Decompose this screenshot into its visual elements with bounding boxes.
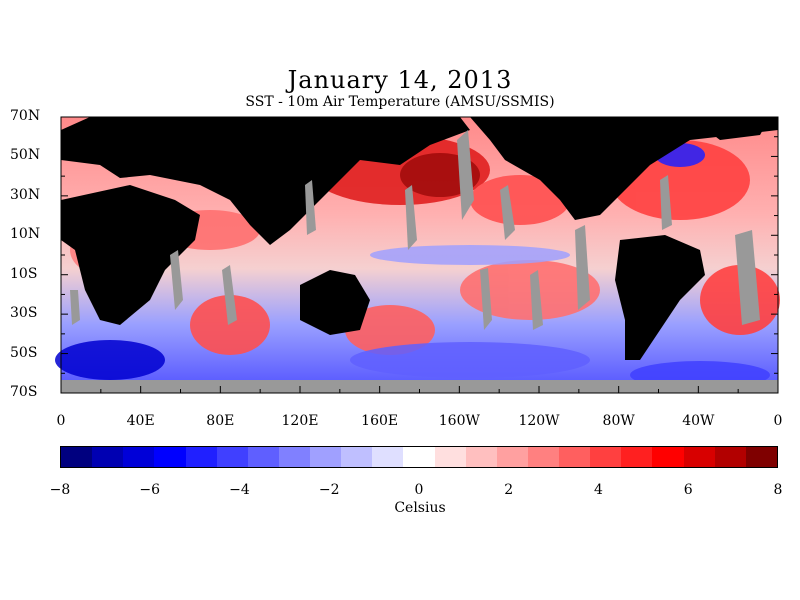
- colorbar-swatch: [465, 447, 497, 467]
- longitude-label: 80E: [206, 413, 235, 429]
- colorbar-swatch: [403, 447, 435, 467]
- colorbar-swatch: [154, 447, 186, 467]
- colorbar-tick-label: −2: [318, 482, 340, 498]
- colorbar-tick-label: 8: [773, 482, 783, 498]
- latitude-label: 70S: [10, 384, 38, 400]
- eurasia: [61, 117, 470, 245]
- latitude-label: 30S: [10, 305, 38, 322]
- colorbar-tick-label: −4: [229, 482, 250, 498]
- latitude-label: 70N: [10, 108, 41, 124]
- no-data-swaths: [61, 130, 778, 393]
- latitude-label: 50S: [10, 344, 38, 361]
- greenland: [690, 117, 770, 140]
- map-title: January 14, 2013: [287, 66, 513, 94]
- longitude-label: 160E: [361, 413, 399, 429]
- longitude-label: 120W: [518, 413, 560, 429]
- australia: [300, 270, 370, 335]
- colorbar-swatch: [621, 447, 653, 467]
- colorbar-swatch: [714, 447, 746, 467]
- colorbar-tick-label: 4: [594, 482, 603, 498]
- south-america: [615, 235, 705, 360]
- longitude-label: 0: [56, 413, 66, 429]
- colorbar-tick-label: −6: [139, 482, 161, 498]
- longitude-label: 40E: [126, 413, 155, 429]
- colorbar: [60, 446, 778, 468]
- colorbar-swatch: [496, 447, 528, 467]
- colorbar-tick-label: −8: [49, 482, 71, 498]
- colorbar-swatch: [559, 447, 591, 467]
- colorbar-tick-label: 2: [504, 482, 514, 498]
- colorbar-swatch: [527, 447, 559, 467]
- colorbar-swatch: [652, 447, 684, 467]
- longitude-label: 80W: [602, 413, 635, 429]
- colorbar-swatch: [247, 447, 279, 467]
- latitude-label: 10N: [10, 226, 41, 243]
- map-subtitle: SST - 10m Air Temperature (AMSU/SSMIS): [245, 94, 555, 110]
- longitude-label: 0: [773, 413, 783, 429]
- north-america: [470, 117, 778, 220]
- colorbar-unit: Celsius: [394, 500, 446, 516]
- colorbar-swatch: [61, 447, 93, 467]
- colorbar-swatch: [123, 447, 155, 467]
- colorbar-swatch: [745, 447, 777, 467]
- colorbar-swatch: [278, 447, 310, 467]
- latitude-label: 30N: [10, 186, 41, 203]
- latitude-label: 10S: [10, 265, 38, 282]
- colorbar-swatch: [434, 447, 466, 467]
- colorbar-swatch: [683, 447, 715, 467]
- colorbar-tick-label: 0: [414, 482, 424, 498]
- longitude-label: 160W: [438, 413, 480, 429]
- colorbar-tick-label: 6: [683, 482, 693, 498]
- map-ticks: [60, 116, 779, 394]
- colorbar-swatch: [310, 447, 342, 467]
- colorbar-swatch: [341, 447, 373, 467]
- longitude-label: 40W: [682, 413, 715, 429]
- colorbar-swatch: [185, 447, 217, 467]
- colorbar-swatch: [92, 447, 124, 467]
- longitude-label: 120E: [281, 413, 319, 429]
- colorbar-swatch: [372, 447, 404, 467]
- colorbar-swatch: [216, 447, 248, 467]
- colorbar-swatch: [590, 447, 622, 467]
- africa: [61, 185, 200, 325]
- latitude-label: 50N: [10, 147, 41, 164]
